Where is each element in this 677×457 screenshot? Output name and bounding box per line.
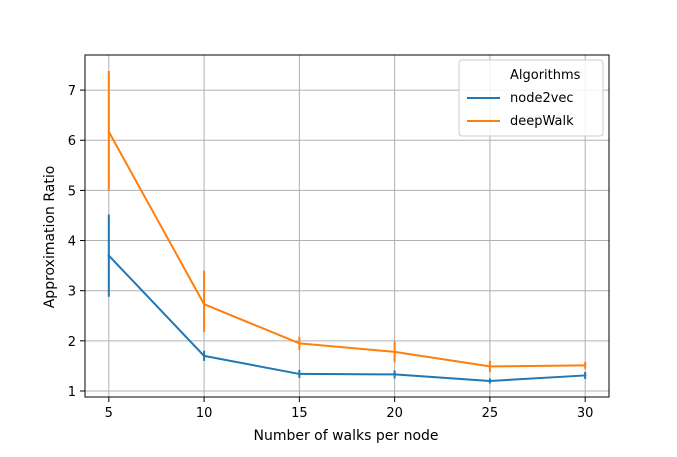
y-tick-label: 6	[68, 134, 76, 149]
y-tick-label: 7	[68, 84, 76, 99]
data-point-node2vec	[393, 373, 396, 376]
x-tick-label: 20	[386, 406, 403, 421]
y-tick-label: 3	[68, 285, 76, 300]
x-axis-label: Number of walks per node	[253, 428, 438, 444]
y-tick-label: 1	[68, 385, 76, 400]
series-layer	[107, 71, 587, 384]
data-point-deepwalk	[202, 303, 206, 306]
x-tick-label: 30	[577, 406, 594, 421]
legend-label-node2vec: node2vec	[510, 91, 574, 106]
legend-title: Algorithms	[510, 68, 581, 83]
data-point-node2vec	[107, 254, 111, 257]
x-tick-label: 5	[105, 406, 113, 421]
x-tick-label: 15	[291, 406, 308, 421]
data-point-deepwalk	[107, 130, 111, 133]
tick-layer: 5 10 15 20 25 30 1 2 3 4 5 6 7	[68, 84, 594, 421]
data-point-deepwalk	[298, 342, 301, 345]
x-tick-label: 25	[482, 406, 499, 421]
legend: Algorithms node2vec deepWalk	[458, 59, 604, 137]
legend-box	[458, 59, 604, 137]
y-axis-label: Approximation Ratio	[42, 166, 58, 309]
legend-label-deepwalk: deepWalk	[510, 114, 574, 129]
data-point-node2vec	[583, 374, 587, 377]
grid-layer	[85, 55, 609, 397]
series-line-node2vec	[108, 254, 586, 382]
data-point-node2vec	[202, 354, 206, 358]
data-point-deepwalk	[583, 364, 587, 367]
y-tick-label: 4	[68, 235, 76, 250]
data-point-deepwalk	[393, 350, 396, 354]
data-point-node2vec	[488, 379, 492, 383]
y-tick-label: 5	[68, 184, 76, 199]
data-point-deepwalk	[488, 365, 492, 368]
data-point-node2vec	[298, 372, 301, 376]
series-line-deepwalk	[107, 131, 586, 368]
x-tick-label: 10	[196, 406, 213, 421]
plot-frame	[84, 54, 610, 398]
y-tick-label: 2	[68, 335, 76, 350]
